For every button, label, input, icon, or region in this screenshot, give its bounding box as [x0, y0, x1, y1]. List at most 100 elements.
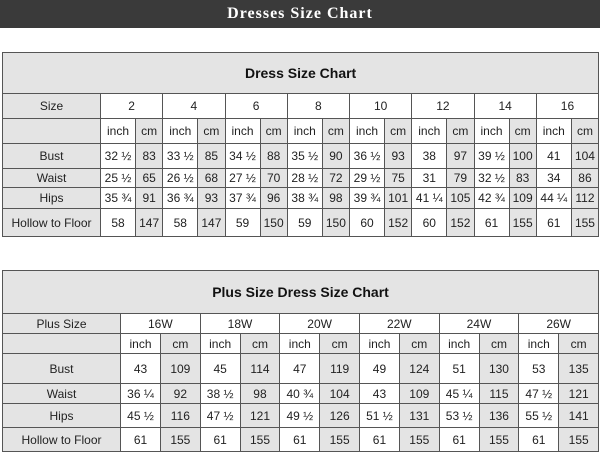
unit-inch: inch: [120, 333, 161, 354]
inch-value: 45 ¼: [438, 383, 480, 404]
unit-inch: inch: [100, 118, 136, 144]
cm-value: 121: [239, 403, 281, 428]
inch-value: 37 ¾: [224, 187, 261, 209]
inch-value: 44 ¼: [535, 187, 572, 209]
unit-inch: inch: [279, 333, 321, 354]
inch-value: 61: [120, 427, 161, 452]
cm-value: 155: [160, 427, 201, 452]
inch-value: 51: [438, 353, 480, 384]
unit-row-label: [2, 118, 101, 144]
dress-size-table: Dress Size Chart Size 2 4 6 8 10 12 14 16 inch cm in…: [1, 52, 600, 237]
table-row: Bust 43 109 45 114 47 119 49 124 51 130 53 135: [2, 353, 600, 384]
inch-value: 28 ½: [286, 168, 323, 188]
inch-value: 27 ½: [224, 168, 261, 188]
cm-value: 79: [446, 168, 475, 188]
unit-cm: cm: [259, 118, 288, 144]
inch-value: 61: [279, 427, 321, 452]
cm-value: 105: [446, 187, 475, 209]
inch-value: 34 ½: [224, 143, 261, 169]
inch-value: 58: [162, 208, 199, 237]
unit-row-label: [2, 333, 121, 354]
inch-value: 53 ½: [438, 403, 480, 428]
unit-cm: cm: [319, 333, 360, 354]
unit-cm: cm: [446, 118, 475, 144]
cm-value: 155: [570, 208, 600, 237]
inch-value: 61: [438, 427, 480, 452]
cm-value: 109: [160, 353, 201, 384]
measurement-label: Hollow to Floor: [2, 208, 101, 237]
unit-cm: cm: [197, 118, 226, 144]
cm-value: 119: [319, 353, 360, 384]
unit-inch: inch: [286, 118, 323, 144]
inch-value: 45: [199, 353, 241, 384]
table-row: Hips 45 ½ 116 47 ½ 121 49 ½ 126 51 ½ 131 53 ½ 136 5…: [2, 403, 600, 428]
cm-value: 93: [383, 143, 413, 169]
unit-inch: inch: [438, 333, 480, 354]
inch-value: 36 ½: [349, 143, 385, 169]
cm-value: 155: [319, 427, 360, 452]
unit-inch: inch: [199, 333, 241, 354]
table-row: Bust 32 ½ 83 33 ½ 85 34 ½ 88 35 ½ 90 36 ½ 93 38 97 39…: [2, 143, 600, 169]
inch-value: 31: [411, 168, 448, 188]
size-column-header: 2: [99, 93, 164, 119]
cm-value: 152: [383, 208, 413, 237]
inch-value: 51 ½: [358, 403, 400, 428]
inch-value: 47 ½: [199, 403, 241, 428]
cm-value: 88: [259, 143, 288, 169]
inch-value: 59: [224, 208, 261, 237]
cm-value: 131: [398, 403, 440, 428]
inch-value: 49: [358, 353, 400, 384]
cm-value: 104: [319, 383, 360, 404]
cm-value: 98: [321, 187, 351, 209]
inch-value: 32 ½: [473, 168, 510, 188]
measurement-label: Hips: [2, 403, 121, 428]
inch-value: 60: [411, 208, 448, 237]
cm-value: 155: [478, 427, 520, 452]
cm-value: 75: [383, 168, 413, 188]
inch-value: 38: [411, 143, 448, 169]
unit-inch: inch: [358, 333, 400, 354]
inch-value: 40 ¾: [279, 383, 321, 404]
table-title: Plus Size Dress Size Chart: [1, 270, 600, 314]
unit-inch: inch: [535, 118, 572, 144]
cm-value: 155: [558, 427, 600, 452]
cm-value: 116: [160, 403, 201, 428]
cm-value: 155: [239, 427, 281, 452]
inch-value: 60: [349, 208, 385, 237]
size-column-header: 6: [224, 93, 288, 119]
inch-value: 61: [199, 427, 241, 452]
unit-cm: cm: [508, 118, 537, 144]
inch-value: 34: [535, 168, 572, 188]
inch-value: 61: [518, 427, 560, 452]
cm-value: 101: [383, 187, 413, 209]
cm-value: 152: [446, 208, 475, 237]
cm-value: 141: [558, 403, 600, 428]
cm-value: 96: [259, 187, 288, 209]
inch-value: 36 ¾: [162, 187, 199, 209]
unit-cm: cm: [398, 333, 440, 354]
unit-inch: inch: [518, 333, 560, 354]
unit-inch: inch: [162, 118, 199, 144]
cm-value: 155: [508, 208, 537, 237]
unit-cm: cm: [558, 333, 600, 354]
inch-value: 61: [358, 427, 400, 452]
cm-value: 155: [398, 427, 440, 452]
size-column-header: 22W: [358, 313, 440, 334]
cm-value: 72: [321, 168, 351, 188]
cm-value: 115: [478, 383, 520, 404]
plus-size-table: Plus Size Dress Size Chart Plus Size 16W 18…: [1, 270, 600, 452]
cm-value: 150: [259, 208, 288, 237]
size-column-header: 14: [473, 93, 537, 119]
inch-value: 43: [358, 383, 400, 404]
inch-value: 47: [279, 353, 321, 384]
inch-value: 33 ½: [162, 143, 199, 169]
inch-value: 43: [120, 353, 161, 384]
unit-cm: cm: [478, 333, 520, 354]
inch-value: 26 ½: [162, 168, 199, 188]
size-column-header: 26W: [518, 313, 600, 334]
unit-inch: inch: [224, 118, 261, 144]
size-header: Size: [2, 93, 101, 119]
unit-inch: inch: [411, 118, 448, 144]
cm-value: 86: [570, 168, 600, 188]
